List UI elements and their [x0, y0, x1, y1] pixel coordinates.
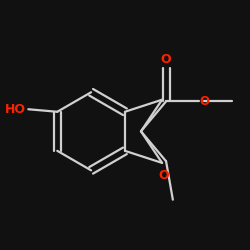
Text: O: O — [158, 169, 169, 182]
Text: HO: HO — [5, 103, 26, 116]
Text: O: O — [161, 53, 172, 66]
Text: O: O — [200, 95, 210, 108]
